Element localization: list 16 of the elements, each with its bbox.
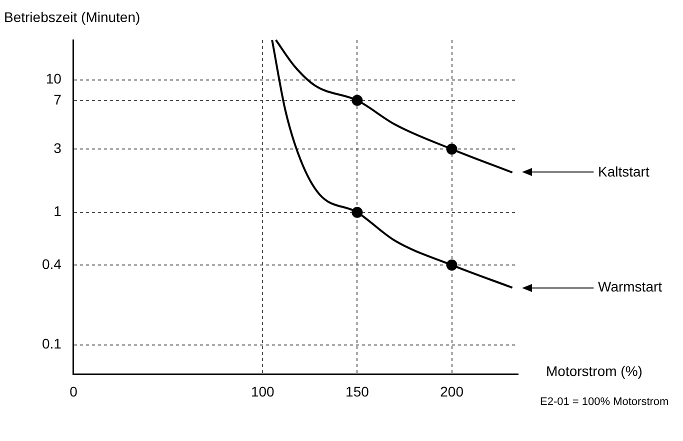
y-tick-label: 3 xyxy=(54,140,62,156)
y-tick-label: 1 xyxy=(54,203,62,220)
text: E2-01 = 100% Motorstrom xyxy=(540,396,669,408)
legend-label: Warmstart xyxy=(598,278,662,295)
y-axis-title: Betriebszeit (Minuten) xyxy=(4,8,140,25)
line-series xyxy=(271,39,514,289)
x-tick-label: 0 xyxy=(70,383,78,400)
x-tick-label: 150 xyxy=(346,383,370,400)
y-tick-label: 10 xyxy=(46,70,62,87)
x-axis-title: Motorstrom (%) xyxy=(546,363,642,380)
y-tick-label: 0.4 xyxy=(42,256,62,272)
x-tick-label: 100 xyxy=(250,383,275,400)
legend-label: Kaltstart xyxy=(598,163,650,180)
y-tick-label: 0.1 xyxy=(42,336,62,352)
x-tick-label: 200 xyxy=(440,383,464,400)
y-tick-label: 7 xyxy=(54,91,62,108)
